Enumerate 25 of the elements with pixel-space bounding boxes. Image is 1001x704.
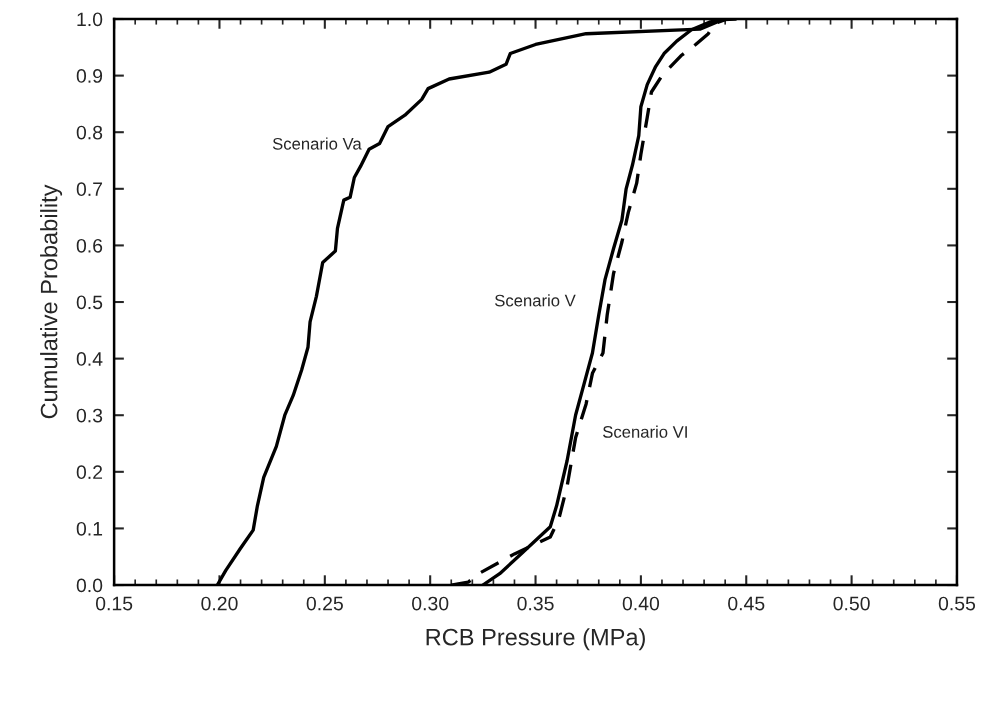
x-tick-label: 0.15 (95, 596, 133, 611)
series-label: Scenario Va (272, 137, 362, 150)
y-tick-label: 0.6 (76, 238, 103, 253)
y-tick-label: 0.2 (76, 465, 103, 480)
y-tick-label: 0.1 (76, 521, 103, 536)
y-tick-label: 0.5 (76, 295, 103, 310)
y-tick-label: 0.7 (76, 182, 103, 197)
x-tick-label: 0.35 (517, 596, 554, 611)
y-tick-label: 0.9 (76, 69, 103, 83)
x-axis-title: RCB Pressure (MPa) (426, 628, 645, 651)
x-tick-label: 0.30 (412, 596, 449, 611)
series-label: Scenario VI (603, 425, 687, 438)
x-tick-label: 0.25 (306, 596, 343, 611)
x-tick-label: 0.50 (833, 596, 870, 611)
y-tick-label: 1.0 (77, 12, 103, 27)
y-tick-label: 0.0 (76, 578, 103, 593)
y-tick-label: 0.3 (76, 408, 103, 423)
x-tick-label: 0.40 (622, 596, 660, 611)
y-tick-label: 0.8 (76, 125, 103, 140)
series-label: Scenario V (495, 294, 576, 307)
y-axis-title: Cumulative Probability (40, 184, 63, 419)
x-tick-label: 0.55 (938, 596, 976, 611)
x-tick-label: 0.20 (201, 596, 238, 611)
y-tick-label: 0.4 (76, 352, 103, 366)
x-tick-label: 0.45 (728, 596, 765, 611)
